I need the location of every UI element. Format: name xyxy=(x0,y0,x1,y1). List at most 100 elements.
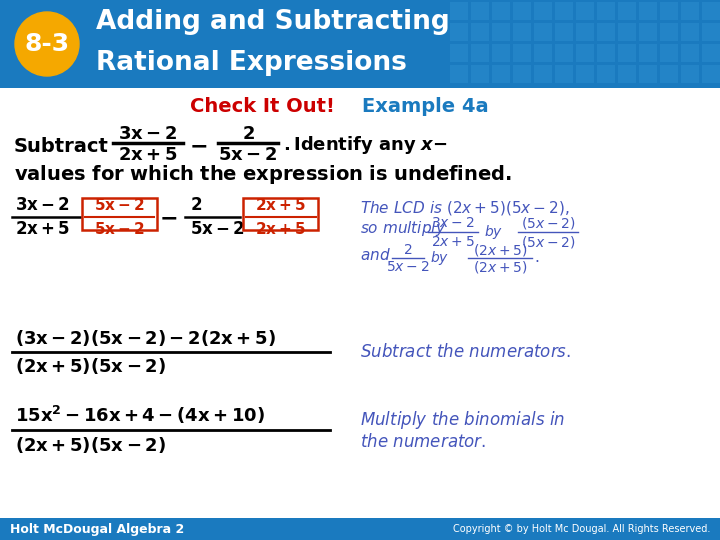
Bar xyxy=(597,65,615,83)
Bar xyxy=(639,44,657,62)
Bar xyxy=(450,2,468,20)
Bar xyxy=(618,44,636,62)
Circle shape xyxy=(15,12,79,76)
Bar xyxy=(681,65,699,83)
Text: Subtract: Subtract xyxy=(14,138,109,157)
Bar xyxy=(597,23,615,41)
Text: $\it{(5x - 2)}$: $\it{(5x - 2)}$ xyxy=(521,215,575,231)
Text: $\it{so\ multiply}$: $\it{so\ multiply}$ xyxy=(360,219,446,238)
Bar xyxy=(576,65,594,83)
Text: $\it{and}$: $\it{and}$ xyxy=(360,247,391,263)
Text: Rational Expressions: Rational Expressions xyxy=(96,50,407,76)
Text: $\it{5x - 2}$: $\it{5x - 2}$ xyxy=(386,260,430,274)
Bar xyxy=(702,23,720,41)
Bar xyxy=(702,44,720,62)
Text: $\it{by}$: $\it{by}$ xyxy=(430,249,449,267)
Bar xyxy=(555,44,573,62)
Text: Holt McDougal Algebra 2: Holt McDougal Algebra 2 xyxy=(10,523,184,536)
Bar xyxy=(597,2,615,20)
Text: Copyright © by Holt Mc Dougal. All Rights Reserved.: Copyright © by Holt Mc Dougal. All Right… xyxy=(453,524,710,534)
Text: $\it{(2x + 5)}$: $\it{(2x + 5)}$ xyxy=(473,242,527,258)
Text: $\bf{3x - 2}$: $\bf{3x - 2}$ xyxy=(119,125,178,143)
Text: $\bf{2x + 5}$: $\bf{2x + 5}$ xyxy=(255,221,305,237)
Bar xyxy=(471,2,489,20)
Bar xyxy=(0,0,720,88)
Bar xyxy=(681,23,699,41)
Text: $\it{(2x + 5)}$: $\it{(2x + 5)}$ xyxy=(473,259,527,275)
Text: $\bf{. Identify\ any\ }$$\bfit{x}$$\bf{-}$: $\bf{. Identify\ any\ }$$\bfit{x}$$\bf{-… xyxy=(283,134,447,156)
Text: $\it{3x - 2}$: $\it{3x - 2}$ xyxy=(431,216,474,230)
Bar xyxy=(702,65,720,83)
Bar xyxy=(0,518,720,540)
Text: $\bf{2x + 5}$: $\bf{2x + 5}$ xyxy=(255,197,305,213)
Bar xyxy=(639,2,657,20)
Bar xyxy=(450,23,468,41)
Text: Example 4a: Example 4a xyxy=(362,98,489,117)
Text: $\it{Subtract\ the\ numerators.}$: $\it{Subtract\ the\ numerators.}$ xyxy=(360,343,571,361)
Text: $\bf{2x + 5}$: $\bf{2x + 5}$ xyxy=(118,146,178,164)
Bar xyxy=(639,23,657,41)
Bar xyxy=(597,44,615,62)
Text: $\it{The\ LCD\ is\ (2x + 5)(5x - 2),}$: $\it{The\ LCD\ is\ (2x + 5)(5x - 2),}$ xyxy=(360,199,570,217)
Bar xyxy=(471,44,489,62)
Text: $\bf{(3x - 2)(5x - 2) - 2(2x + 5)}$: $\bf{(3x - 2)(5x - 2) - 2(2x + 5)}$ xyxy=(15,328,276,348)
Text: $\bf{-}$: $\bf{-}$ xyxy=(189,135,207,155)
Bar xyxy=(702,2,720,20)
Text: $\bf{5x - 2}$: $\bf{5x - 2}$ xyxy=(218,146,277,164)
Bar xyxy=(618,65,636,83)
Bar xyxy=(513,65,531,83)
Bar xyxy=(534,23,552,41)
Bar xyxy=(555,2,573,20)
Bar xyxy=(513,23,531,41)
Bar xyxy=(513,2,531,20)
Text: $\it{.}$: $\it{.}$ xyxy=(534,251,539,266)
Text: $\bf{2}$: $\bf{2}$ xyxy=(242,125,254,143)
Bar xyxy=(576,23,594,41)
Bar xyxy=(492,65,510,83)
Bar xyxy=(534,65,552,83)
Bar xyxy=(492,44,510,62)
Text: $\bf{2x + 5}$: $\bf{2x + 5}$ xyxy=(15,220,70,238)
Text: 8-3: 8-3 xyxy=(24,32,70,56)
Text: $\bf{15x^2 - 16x + 4 - (4x + 10)}$: $\bf{15x^2 - 16x + 4 - (4x + 10)}$ xyxy=(15,404,265,426)
Bar xyxy=(660,65,678,83)
Bar xyxy=(660,44,678,62)
Bar xyxy=(450,65,468,83)
Text: $\bf{2}$: $\bf{2}$ xyxy=(190,196,202,214)
Bar xyxy=(513,44,531,62)
Text: $\bf{5x - 2}$: $\bf{5x - 2}$ xyxy=(190,220,245,238)
Text: $\bf{5x - 2}$: $\bf{5x - 2}$ xyxy=(94,197,144,213)
Text: $\bf{(2x + 5)(5x - 2)}$: $\bf{(2x + 5)(5x - 2)}$ xyxy=(15,435,166,455)
Bar xyxy=(243,198,318,230)
Text: $\bf{values\ for\ which\ the\ expression\ is\ undefined.}$: $\bf{values\ for\ which\ the\ expression… xyxy=(14,163,512,186)
Bar xyxy=(639,65,657,83)
Bar xyxy=(618,2,636,20)
Bar xyxy=(471,65,489,83)
Text: $\bf{5x - 2}$: $\bf{5x - 2}$ xyxy=(94,221,144,237)
Bar xyxy=(618,23,636,41)
Bar xyxy=(555,23,573,41)
Text: $\bf{-}$: $\bf{-}$ xyxy=(159,207,177,227)
Bar xyxy=(576,2,594,20)
Bar xyxy=(681,44,699,62)
Bar xyxy=(576,44,594,62)
Bar xyxy=(534,44,552,62)
Bar xyxy=(660,2,678,20)
Text: $\it{the\ numerator.}$: $\it{the\ numerator.}$ xyxy=(360,433,486,451)
Text: $\it{Multiply\ the\ binomials\ in}$: $\it{Multiply\ the\ binomials\ in}$ xyxy=(360,409,565,431)
Text: $\it{by}$: $\it{by}$ xyxy=(484,223,503,241)
Text: $\it{2x + 5}$: $\it{2x + 5}$ xyxy=(431,235,474,249)
Bar xyxy=(450,44,468,62)
Bar xyxy=(555,65,573,83)
Text: $\bf{(2x + 5)(5x - 2)}$: $\bf{(2x + 5)(5x - 2)}$ xyxy=(15,356,166,376)
Text: $\it{(5x - 2)}$: $\it{(5x - 2)}$ xyxy=(521,234,575,250)
Bar xyxy=(681,2,699,20)
Bar xyxy=(492,23,510,41)
Bar xyxy=(492,2,510,20)
Text: Check It Out!: Check It Out! xyxy=(189,98,334,117)
Bar xyxy=(534,2,552,20)
Bar xyxy=(660,23,678,41)
Bar xyxy=(82,198,157,230)
Bar xyxy=(471,23,489,41)
Text: $\bf{3x - 2}$: $\bf{3x - 2}$ xyxy=(15,196,70,214)
